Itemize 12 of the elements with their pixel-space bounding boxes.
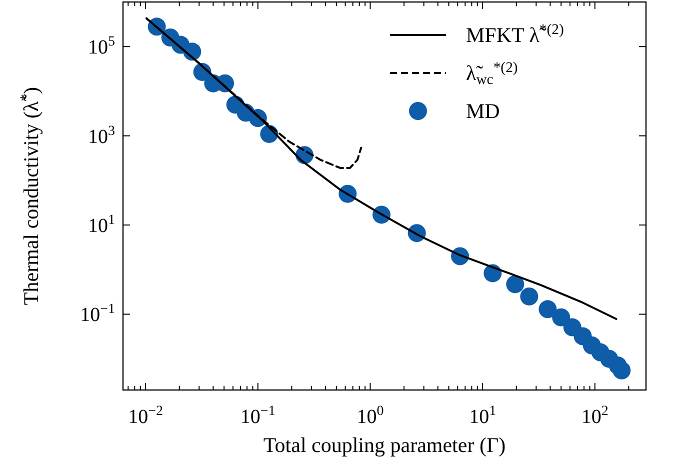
legend-label: MD [466,99,500,123]
legend-label: MFKT λ̃$^{*(2)}$ [466,22,564,47]
x-axis-title: Total coupling parameter (Γ) [263,433,506,457]
y-tick-label: 10$^{−1}$ [80,302,115,326]
x-tick-label: 10$^{−2}$ [128,404,163,428]
x-tick-label: 10$^{0}$ [356,404,384,428]
y-tick-label: 10$^{3}$ [88,124,115,148]
y-tick-label: 10$^{5}$ [88,34,115,59]
x-tick-label: 10$^{1}$ [469,404,496,428]
y-tick-label: 10$^{1}$ [88,213,115,238]
x-tick-label: 10$^{2}$ [581,404,608,428]
x-tick-label: 10$^{−1}$ [240,404,276,428]
